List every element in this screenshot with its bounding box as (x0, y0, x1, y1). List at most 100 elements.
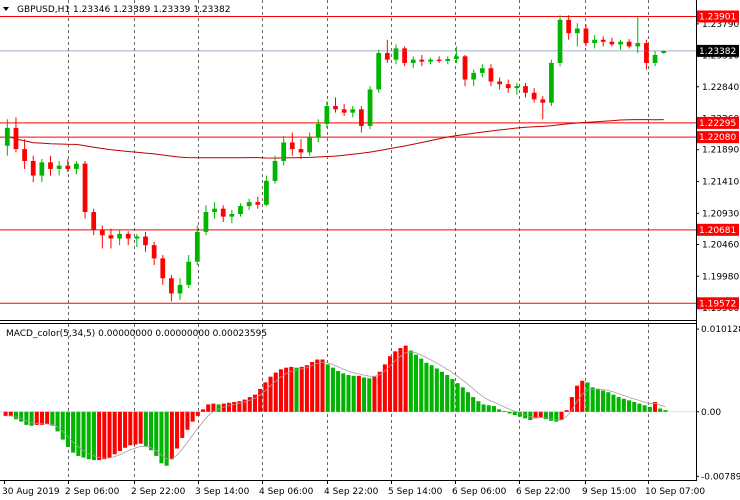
macd-bar (497, 409, 502, 412)
indicator-axis-ticks: 0.0101283 0.00 -0.0078903 (696, 325, 740, 482)
macd-bar (362, 377, 367, 412)
macd-bar (247, 397, 252, 412)
macd-bar (320, 359, 325, 412)
macd-histogram (3, 345, 668, 466)
time-label: 4 Sep 22:00 (324, 487, 379, 497)
macd-bar (580, 380, 585, 412)
candle-body (592, 39, 597, 44)
candle-body (514, 86, 520, 89)
macd-bar (221, 403, 226, 412)
candle-body (419, 59, 425, 62)
macd-bar (19, 411, 24, 422)
macd-bar (211, 403, 216, 412)
macd-bar (351, 375, 356, 412)
candle-body (384, 53, 390, 60)
macd-bar (372, 376, 377, 412)
macd-bar (403, 345, 408, 412)
macd-bar (476, 401, 481, 412)
macd-bar (133, 411, 138, 445)
candle-body (91, 212, 97, 230)
macd-bar (445, 375, 450, 412)
macd-bar (465, 392, 471, 412)
macd-bar (65, 411, 70, 447)
candle-body (203, 212, 209, 232)
macd-bar (237, 401, 242, 412)
indicator-tick-label: 0.00 (701, 408, 721, 418)
macd-bar (216, 404, 221, 412)
candle-body (454, 56, 459, 59)
macd-bar (507, 411, 512, 414)
price-level-tags: 1.23901 1.22295 1.22080 1.20681 1.19572 1.233… (697, 10, 739, 310)
macd-bar (388, 356, 393, 412)
time-label: 6 Sep 22:00 (516, 487, 571, 497)
macd-bar (408, 350, 413, 412)
macd-bar (258, 388, 263, 412)
macd-bar (107, 411, 112, 458)
macd-bar (642, 405, 647, 412)
macd-bar (242, 399, 247, 412)
macd-bar (549, 411, 554, 421)
candle-body (56, 165, 62, 169)
macd-bar (81, 411, 86, 458)
candlestick-series (4, 15, 667, 302)
macd-bar (585, 382, 590, 412)
candle-body (609, 41, 615, 45)
macd-bar (590, 387, 595, 412)
candle-body (531, 92, 537, 100)
macd-bar (419, 358, 424, 412)
macd-bar (554, 411, 559, 422)
indicator-tick-label: 0.0101283 (701, 325, 740, 335)
macd-bar (538, 411, 543, 418)
candle-body (238, 206, 243, 214)
macd-bar (71, 411, 76, 453)
macd-bar (502, 410, 507, 412)
macd-bar (143, 411, 148, 447)
macd-bar (564, 410, 569, 412)
candle-body (661, 51, 667, 54)
macd-bar (206, 404, 211, 412)
macd-bar (294, 367, 299, 412)
candle-body (428, 59, 433, 62)
macd-bar (60, 411, 65, 440)
candle-body (74, 163, 79, 169)
macd-bar (138, 411, 143, 444)
candle-body (229, 213, 235, 217)
time-label: 3 Sep 14:00 (195, 487, 250, 497)
candle-body (367, 89, 373, 126)
main-chart-area[interactable] (0, 0, 696, 320)
macd-bar (91, 411, 96, 461)
macd-bar (273, 372, 278, 412)
macd-bar (486, 405, 491, 412)
macd-signal-line (5, 351, 666, 460)
candle-body (566, 19, 572, 34)
macd-bar (439, 371, 445, 412)
candle-body (583, 28, 589, 44)
price-tick-label: 1.22840 (702, 83, 739, 93)
candle-body (315, 123, 321, 138)
candle-body (540, 99, 546, 103)
time-label: 10 Sep 07:00 (645, 487, 705, 497)
price-level-tag (697, 131, 739, 144)
time-label: 9 Sep 15:00 (582, 487, 637, 497)
chart-dropdown-icon[interactable] (3, 7, 9, 11)
candle-body (264, 180, 269, 205)
macd-bar (616, 397, 621, 412)
time-label: 30 Aug 2019 (2, 487, 60, 497)
macd-bar (112, 411, 117, 455)
price-axis[interactable] (696, 0, 740, 500)
candle-body (497, 81, 502, 85)
candle-body (549, 62, 554, 103)
macd-bar (268, 376, 273, 412)
candle-body (143, 236, 148, 246)
macd-bar (180, 411, 185, 438)
price-tick-label: 1.20930 (702, 209, 739, 219)
symbol-header-text: GBPUSD,H1 1.23346 1.23389 1.23339 1.2338… (17, 5, 230, 15)
macd-bar (450, 379, 455, 412)
macd-bar (190, 411, 195, 422)
price-level-tag (697, 10, 739, 23)
macd-bar (325, 364, 330, 412)
price-level-tag-label: 1.22295 (699, 119, 736, 129)
macd-bar (460, 387, 465, 412)
candle-body (341, 109, 347, 113)
macd-bar (528, 411, 533, 420)
